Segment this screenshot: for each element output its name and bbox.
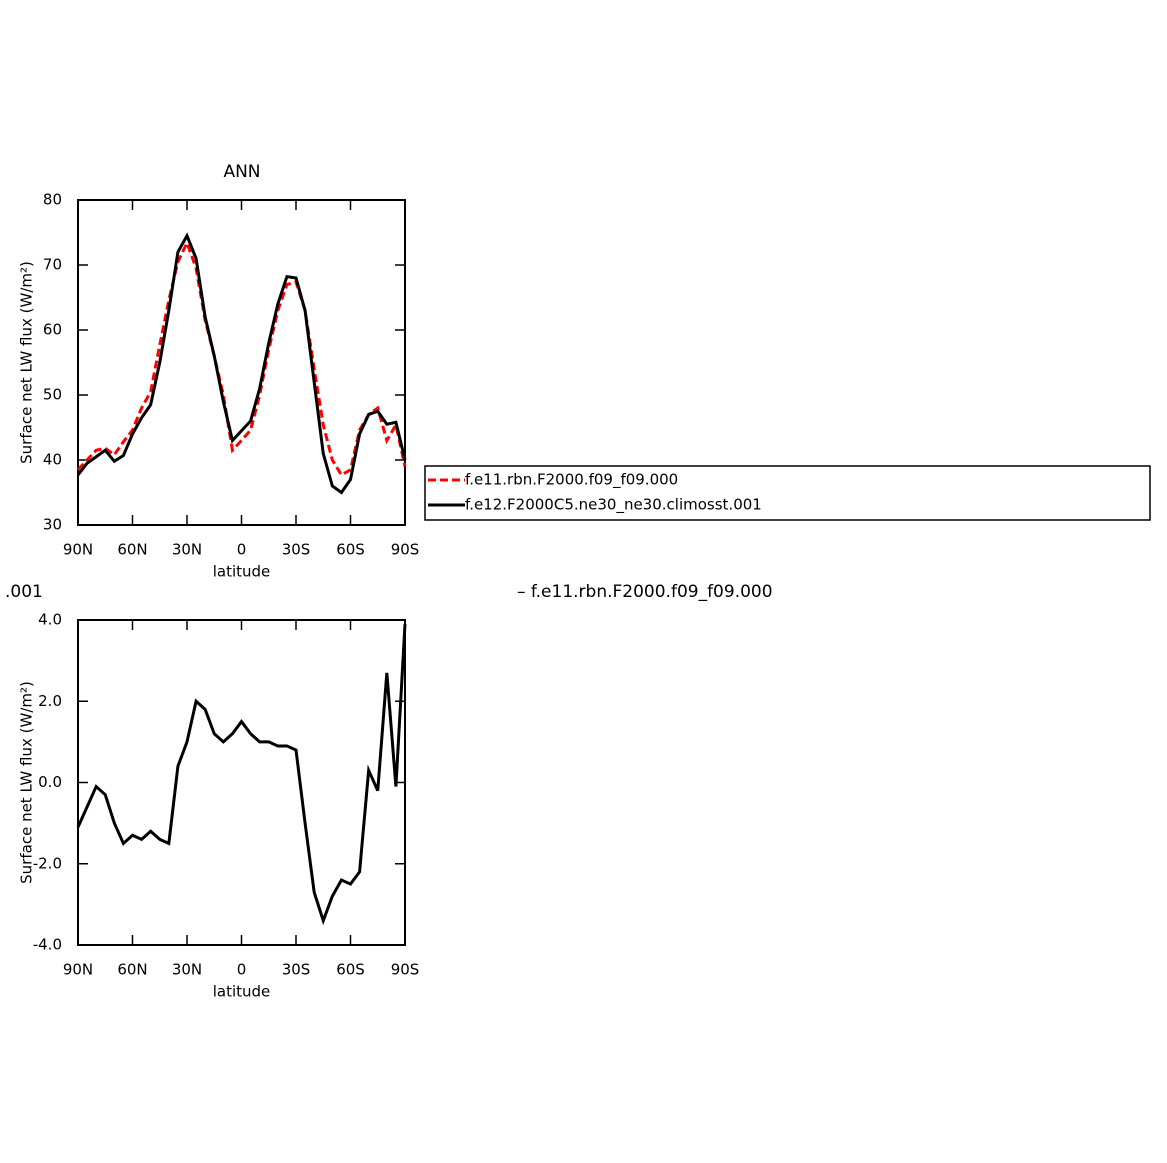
x-axis-label: latitude xyxy=(213,983,271,1001)
data-line xyxy=(76,623,407,926)
chart-title: .001 xyxy=(5,582,43,602)
y-tick-label: 60 xyxy=(43,321,62,339)
x-tick-label: 90S xyxy=(391,961,420,979)
y-tick-label: 30 xyxy=(43,516,62,534)
x-tick-label: 30N xyxy=(172,541,202,559)
x-tick-label: 60S xyxy=(336,961,365,979)
y-axis-label: Surface net LW flux (W/m²) xyxy=(18,681,36,884)
legend-label: f.e12.F2000C5.ne30_ne30.climosst.001 xyxy=(465,496,762,515)
x-axis-label: latitude xyxy=(213,563,271,581)
y-tick-label: -4.0 xyxy=(33,936,62,954)
y-tick-label: -2.0 xyxy=(33,854,62,872)
x-tick-label: 60N xyxy=(117,541,147,559)
chart-subtitle: – f.e11.rbn.F2000.f09_f09.000 xyxy=(517,582,773,602)
legend-box xyxy=(424,465,1151,521)
x-tick-label: 30S xyxy=(282,961,311,979)
y-tick-label: 4.0 xyxy=(38,611,62,629)
x-tick-label: 0 xyxy=(237,961,247,979)
legend-label: f.e11.rbn.F2000.f09_f09.000 xyxy=(465,471,678,490)
x-tick-label: 60N xyxy=(117,961,147,979)
plot-frame xyxy=(77,619,406,946)
y-tick-label: 80 xyxy=(43,191,62,209)
y-tick-label: 70 xyxy=(43,256,62,274)
x-tick-label: 90N xyxy=(63,961,93,979)
y-tick-label: 0.0 xyxy=(38,773,62,791)
x-tick-label: 0 xyxy=(237,541,247,559)
x-tick-label: 30N xyxy=(172,961,202,979)
plot-frame xyxy=(77,199,406,526)
y-tick-label: 40 xyxy=(43,451,62,469)
data-line xyxy=(76,239,407,477)
y-tick-label: 50 xyxy=(43,386,62,404)
data-line xyxy=(76,232,407,495)
y-axis-label: Surface net LW flux (W/m²) xyxy=(18,261,36,464)
x-tick-label: 30S xyxy=(282,541,311,559)
chart-title: ANN xyxy=(223,162,260,182)
x-tick-label: 90S xyxy=(391,541,420,559)
x-tick-label: 90N xyxy=(63,541,93,559)
y-tick-label: 2.0 xyxy=(38,692,62,710)
x-tick-label: 60S xyxy=(336,541,365,559)
